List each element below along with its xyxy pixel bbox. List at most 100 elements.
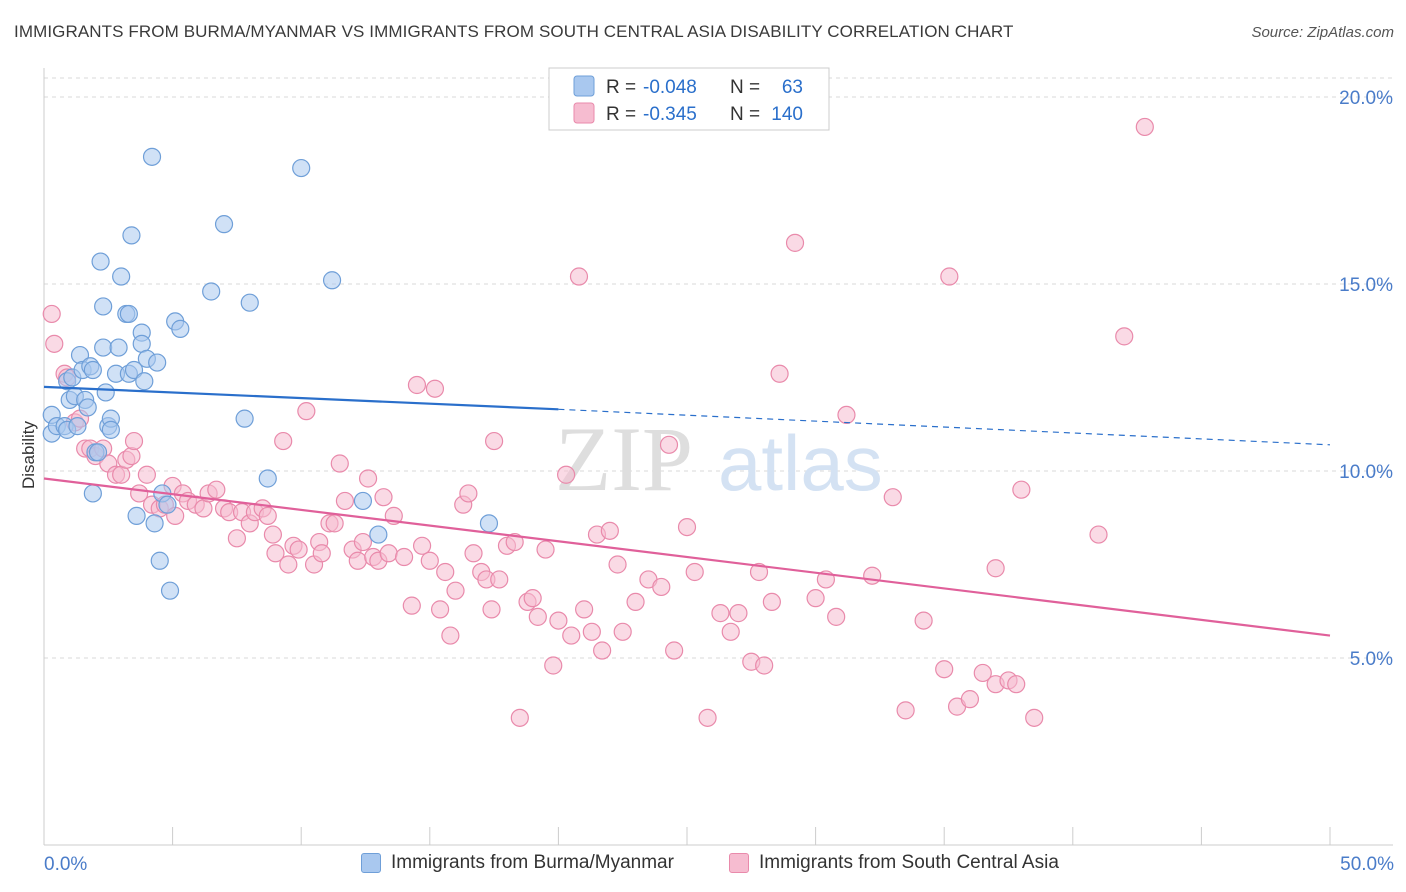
scatter-point <box>379 544 398 563</box>
scatter-point <box>721 622 740 641</box>
scatter-point <box>45 334 64 353</box>
y-tick-label: 10.0% <box>1339 462 1393 483</box>
scatter-point <box>124 431 144 451</box>
scatter-point <box>659 435 679 454</box>
scatter-point <box>258 469 277 488</box>
legend-swatch-south-central-asia <box>729 853 749 873</box>
scatter-point <box>677 517 697 537</box>
scatter-point <box>510 708 529 727</box>
scatter-point <box>863 566 882 585</box>
source-label: Source: ZipAtlas.com <box>1251 24 1394 41</box>
scatter-point <box>806 589 825 608</box>
scatter-point <box>358 469 378 488</box>
chart-title: IMMIGRANTS FROM BURMA/MYANMAR VS IMMIGRA… <box>14 22 1014 41</box>
scatter-point <box>698 708 717 727</box>
scatter-point <box>973 663 992 683</box>
scatter-point <box>407 375 427 395</box>
scatter-point <box>274 431 293 451</box>
scatter-point <box>78 398 97 417</box>
scatter-point <box>490 570 509 589</box>
scatter-point <box>325 514 344 533</box>
scatter-point <box>266 544 285 563</box>
trend-line-blue-extension <box>558 408 1331 446</box>
scatter-point <box>749 562 769 582</box>
scatter-point <box>711 604 730 623</box>
scatter-point <box>652 577 671 597</box>
scatter-point <box>227 529 246 548</box>
scatter-point <box>135 372 154 391</box>
scatter-point <box>1007 675 1026 694</box>
scatter-point <box>436 562 455 582</box>
scatter-point <box>42 304 61 324</box>
scatter-point <box>569 267 589 286</box>
scatter-point <box>770 364 789 383</box>
scatter-point <box>101 420 120 439</box>
scatter-point <box>441 626 460 645</box>
scatter-point <box>1012 480 1031 499</box>
scatter-point <box>1115 327 1134 346</box>
x-tick-label-max: 50.0% <box>1340 854 1394 875</box>
legend-swatch-pink <box>573 102 595 124</box>
scatter-point <box>935 660 954 679</box>
legend-r-value-blue: -0.048 <box>643 77 697 98</box>
scatter-point <box>109 338 128 357</box>
scatter-point <box>88 443 108 462</box>
scatter-point <box>1025 708 1044 727</box>
scatter-point <box>297 402 316 421</box>
scatter-point <box>446 581 465 600</box>
legend-swatch-blue <box>573 75 595 97</box>
scatter-point <box>1135 117 1154 137</box>
scatter-point <box>122 446 141 466</box>
legend-r-label-pink: R = <box>606 104 636 125</box>
scatter-point <box>549 611 568 630</box>
y-axis-title: Disability <box>19 420 38 489</box>
scatter-point <box>142 147 162 166</box>
scatter-point <box>124 360 144 380</box>
watermark-atlas: atlas <box>718 419 883 507</box>
scatter-point <box>544 656 563 675</box>
scatter-point <box>112 267 131 286</box>
scatter-point <box>420 551 439 570</box>
scatter-point <box>148 353 167 372</box>
scatter-point <box>263 525 283 544</box>
scatter-point <box>235 409 254 428</box>
scatter-point <box>914 611 933 630</box>
scatter-point <box>665 641 684 660</box>
scatter-point <box>292 158 311 178</box>
legend-label-south-central-asia: Immigrants from South Central Asia <box>759 852 1059 873</box>
legend-item-burma: Immigrants from Burma/Myanmar <box>361 852 674 874</box>
scatter-point <box>312 544 331 563</box>
scatter-point <box>145 514 164 533</box>
legend-n-value-blue: 63 <box>782 77 803 98</box>
trend-line-pink <box>43 477 1331 637</box>
scatter-point <box>626 592 645 612</box>
scatter-point <box>762 592 781 612</box>
scatter-point <box>600 521 619 540</box>
scatter-point <box>122 226 141 245</box>
scatter-point <box>137 465 156 484</box>
scatter-point <box>575 600 594 619</box>
scatter-point <box>412 536 432 555</box>
legend-n-label-pink: N = <box>730 104 760 125</box>
scatter-point <box>94 297 113 316</box>
scatter-point <box>479 514 499 533</box>
scatter-point <box>171 319 190 338</box>
scatter-point <box>202 282 221 301</box>
scatter-point <box>883 488 902 507</box>
scatter-point <box>369 525 388 544</box>
legend-swatch-burma <box>361 853 381 873</box>
scatter-point <box>279 555 298 574</box>
scatter-point <box>240 293 259 312</box>
trend-lines <box>43 385 1331 637</box>
grid-lines: 5.0% 10.0% 15.0% 20.0% <box>44 77 1393 670</box>
watermark-zip: ZIP <box>555 408 693 510</box>
scatter-point <box>464 544 483 563</box>
scatter-point <box>593 641 612 660</box>
scatter-point <box>729 604 748 623</box>
legend-item-south-central-asia: Immigrants from South Central Asia <box>729 852 1059 874</box>
axes <box>43 68 1393 846</box>
legend-r-value-pink: -0.345 <box>643 104 697 125</box>
scatter-point <box>685 562 704 582</box>
scatter-point <box>353 532 373 552</box>
